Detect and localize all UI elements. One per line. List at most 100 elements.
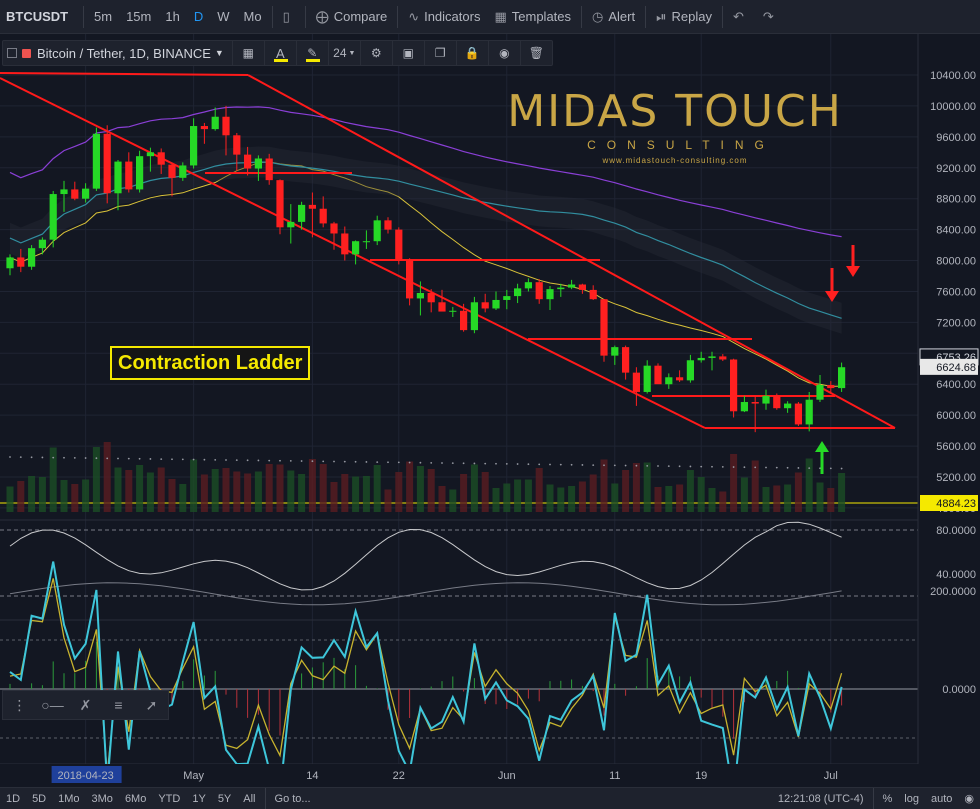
volume-ma-point [214, 458, 217, 461]
volume-bar [168, 479, 176, 512]
text-color-button[interactable]: A [263, 41, 296, 65]
goto-date-button[interactable]: Go to... [274, 792, 311, 805]
alert-button[interactable]: ◷ Alert [585, 0, 642, 34]
candle-body [168, 164, 176, 178]
timeframe-w[interactable]: W [217, 9, 230, 24]
candle-body [427, 293, 435, 303]
range-ytd[interactable]: YTD [158, 792, 181, 805]
pen-color-button[interactable]: ✎ [295, 41, 328, 65]
oscillator-1-line [9, 521, 842, 591]
log-scale-toggle[interactable]: log [904, 792, 919, 805]
pitchfork-tool-button[interactable]: ✗ [69, 691, 102, 719]
collapse-square-icon[interactable] [7, 48, 17, 58]
range-1d[interactable]: 1D [6, 792, 21, 805]
volume-bar [114, 467, 122, 512]
parallel-lines-icon: ≡ [114, 697, 123, 713]
timeframe-15m[interactable]: 15m [126, 9, 152, 24]
volume-bar [179, 484, 187, 512]
price-tick-label: 10400.00 [930, 70, 976, 82]
volume-ma-point [311, 460, 314, 463]
time-tick-label: 19 [695, 770, 707, 782]
trend-line-tool-button[interactable]: ➚ [135, 691, 168, 719]
toolbar-divider [721, 5, 723, 28]
volume-bar [200, 474, 208, 512]
volume-ma-point [462, 462, 465, 465]
volume-ma-point [9, 456, 11, 458]
volume-ma-point [95, 457, 98, 460]
volume-bar [643, 462, 651, 512]
candle-body [535, 282, 543, 300]
time-tick-label: Jun [498, 770, 516, 782]
lock-button[interactable]: 🔒 [455, 41, 488, 65]
percent-scale-toggle[interactable]: % [882, 792, 893, 805]
timeframe-d[interactable]: D [193, 9, 204, 24]
line-tool-button[interactable]: ○— [36, 691, 69, 719]
candles-style-button[interactable]: ▯ [276, 0, 302, 34]
redo-button[interactable]: ↷ [756, 0, 786, 34]
visibility-button[interactable]: ◉ [487, 41, 520, 65]
auto-scale-toggle[interactable]: auto [930, 792, 953, 805]
volume-bar [276, 464, 284, 512]
candle-body [233, 135, 241, 155]
chart-area[interactable]: 10400.00 10000.00 9600.00 9200.00 8800.00 840… [0, 34, 980, 799]
range-3mo[interactable]: 3Mo [91, 792, 113, 805]
volume-bar [762, 487, 770, 512]
volume-bar [362, 476, 370, 512]
volume-ma-point [549, 463, 551, 466]
volume-ma-point [149, 458, 152, 460]
time-axis[interactable]: 2018-04-23 May 14 22 Jun 11 19 Jul [0, 764, 980, 786]
volume-ma-point [117, 457, 119, 460]
toolbar-divider [83, 5, 84, 28]
candle-body [676, 377, 684, 381]
indicators-button[interactable]: ∿ Indicators [401, 0, 487, 34]
chart-svg[interactable]: 10400.00 10000.00 9600.00 9200.00 8800.00 840… [0, 34, 980, 799]
candle-body [136, 156, 144, 190]
parallel-channel-tool-button[interactable]: ≡ [102, 691, 135, 719]
midas-touch-logo: MIDAS TOUCH CONSULTING www.midastouch-co… [505, 88, 845, 166]
drawing-frame-button[interactable]: ▦ [231, 41, 264, 65]
delete-button[interactable]: 🗑 [519, 41, 552, 65]
range-1y[interactable]: 1Y [192, 792, 206, 805]
range-6mo[interactable]: 6Mo [124, 792, 147, 805]
symbol-search[interactable]: BTCUSDT [6, 9, 69, 24]
templates-button[interactable]: ▦ Templates [487, 0, 578, 34]
timeframe-mo[interactable]: Mo [243, 9, 262, 24]
template-button[interactable]: ▣ [391, 41, 424, 65]
volume-ma-point [603, 464, 605, 467]
undo-icon: ↶ [732, 8, 744, 24]
dropdown-caret-icon[interactable]: ▼ [214, 48, 224, 58]
volume-ma-point [84, 457, 87, 459]
volume-bar [28, 476, 36, 512]
volume-ma-point [268, 459, 271, 462]
oscillator-2-line [9, 561, 843, 799]
timeframe-1h[interactable]: 1h [165, 9, 180, 24]
price-tick-label: 6000.00 [936, 410, 976, 422]
candle-body [838, 367, 846, 389]
range-all[interactable]: All [243, 792, 256, 805]
signal-arrows [815, 245, 860, 474]
candle-body [384, 220, 392, 230]
undo-button[interactable]: ↶ [726, 0, 756, 34]
price-axis-background [918, 34, 980, 764]
range-5d[interactable]: 5D [32, 792, 47, 805]
font-size-select[interactable]: 24 ▼ [327, 41, 360, 65]
timeframe-5m[interactable]: 5m [94, 9, 113, 24]
volume-ma-point [106, 457, 109, 460]
settings-button[interactable]: ⚙ [359, 41, 392, 65]
oscillator-1-signal [9, 582, 842, 606]
volume-ma-point [171, 458, 173, 461]
candle-body [697, 357, 705, 361]
chart-legend[interactable]: Bitcoin / Tether, 1D, BINANCE ▼ [3, 46, 232, 61]
camera-button[interactable]: ◉ [958, 792, 980, 805]
compare-button[interactable]: ⨁ Compare [309, 0, 394, 34]
price-axis[interactable]: 10400.00 10000.00 9600.00 9200.00 8800.00 840… [917, 34, 980, 794]
candle-body [28, 248, 36, 267]
range-1mo[interactable]: 1Mo [58, 792, 80, 805]
candle-body [719, 356, 727, 360]
volume-ma-point [527, 463, 530, 466]
range-5y[interactable]: 5Y [217, 792, 232, 805]
replay-button[interactable]: ⏯ Replay [649, 0, 719, 34]
drag-handle[interactable]: ⋮ [12, 696, 27, 713]
clone-button[interactable]: ❐ [423, 41, 456, 65]
candle-body [514, 288, 522, 297]
